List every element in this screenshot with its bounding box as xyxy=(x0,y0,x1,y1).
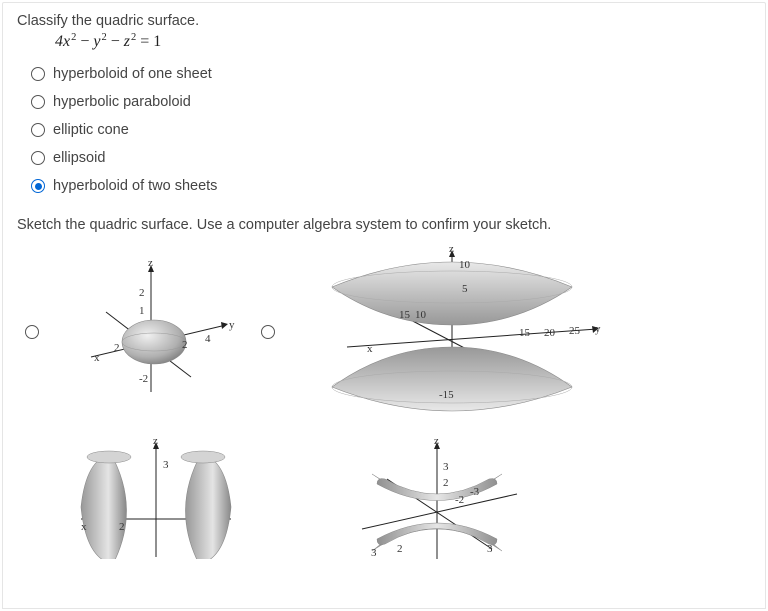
tick: 4 xyxy=(205,333,211,345)
tick: 2 xyxy=(397,543,403,555)
figure-two-vertical-lobes: z 3 x 2 xyxy=(51,439,251,559)
classify-prompt: Classify the quadric surface. xyxy=(17,13,751,29)
option-label: hyperboloid of two sheets xyxy=(53,178,217,194)
tick: 2 xyxy=(114,342,120,354)
option-hyperbolic-paraboloid[interactable]: hyperbolic paraboloid xyxy=(31,89,751,115)
equation: 4x2−y2−z2=1 xyxy=(55,33,751,51)
tick: 2 xyxy=(119,521,125,533)
tick: 2 xyxy=(182,339,188,351)
tick: 15 xyxy=(399,309,410,321)
radio-icon xyxy=(31,95,45,109)
option-label: hyperbolic paraboloid xyxy=(53,94,191,110)
tick: 5 xyxy=(462,283,468,295)
option-label: hyperboloid of one sheet xyxy=(53,66,212,82)
tick: 3 xyxy=(443,461,449,473)
option-hyperboloid-one-sheet[interactable]: hyperboloid of one sheet xyxy=(31,61,751,87)
tick: -15 xyxy=(439,389,454,401)
tick: 10 xyxy=(459,259,470,271)
figure-hyperboloid-two-wide: z 10 5 -15 15 20 25 y 15 10 x xyxy=(287,247,607,417)
sketch-row-1: z 2 1 -2 2 4 y x 2 xyxy=(17,247,751,417)
tick: 2 xyxy=(443,477,449,489)
z-label: z xyxy=(434,439,439,447)
z-label: z xyxy=(148,257,153,269)
tick: 25 xyxy=(569,325,580,337)
sketch-choice-2[interactable]: z 10 5 -15 15 20 25 y 15 10 x xyxy=(261,247,607,417)
question-card: Classify the quadric surface. 4x2−y2−z2=… xyxy=(2,2,766,609)
radio-icon xyxy=(31,151,45,165)
y-label: y xyxy=(229,319,235,331)
radio-icon xyxy=(31,123,45,137)
y-label: y xyxy=(595,323,601,335)
x-label: x xyxy=(367,343,373,355)
tick: 20 xyxy=(544,327,555,339)
option-hyperboloid-two-sheets[interactable]: hyperboloid of two sheets xyxy=(31,173,751,199)
tick: 1 xyxy=(139,305,145,317)
sketch-prompt: Sketch the quadric surface. Use a comput… xyxy=(17,217,751,233)
options-group: hyperboloid of one sheet hyperbolic para… xyxy=(31,61,751,199)
figure-ellipsoid: z 2 1 -2 2 4 y x 2 xyxy=(51,257,251,407)
tick: 3 xyxy=(163,459,169,471)
tick: -2 xyxy=(455,494,464,506)
tick: 2 xyxy=(139,287,145,299)
sketch-choice-4[interactable]: z 3 2 -3 -2 2 3 3 xyxy=(311,439,537,559)
x-label: x xyxy=(81,521,87,533)
tick: 3 xyxy=(371,547,377,559)
z-label: z xyxy=(153,439,158,447)
tick: 3 xyxy=(487,543,493,555)
sketch-choice-3[interactable]: z 3 x 2 xyxy=(25,439,251,559)
radio-icon xyxy=(261,325,275,339)
option-label: ellipsoid xyxy=(53,150,105,166)
tick: 10 xyxy=(415,309,426,321)
sketch-row-2: z 3 x 2 xyxy=(17,439,751,559)
tick: -2 xyxy=(139,373,148,385)
option-ellipsoid[interactable]: ellipsoid xyxy=(31,145,751,171)
radio-icon xyxy=(31,179,45,193)
z-label: z xyxy=(449,243,454,255)
tick: 15 xyxy=(519,327,530,339)
option-elliptic-cone[interactable]: elliptic cone xyxy=(31,117,751,143)
figure-hyperboloid-one: z 3 2 -3 -2 2 3 3 xyxy=(337,439,537,559)
sketch-choice-1[interactable]: z 2 1 -2 2 4 y x 2 xyxy=(25,247,251,417)
radio-icon xyxy=(25,325,39,339)
option-label: elliptic cone xyxy=(53,122,129,138)
tick: -3 xyxy=(470,486,479,498)
x-label: x xyxy=(94,352,100,364)
radio-icon xyxy=(31,67,45,81)
